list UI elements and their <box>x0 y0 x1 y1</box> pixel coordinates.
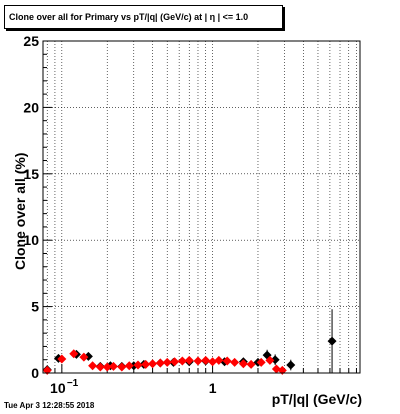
data-point <box>162 357 172 367</box>
data-point <box>246 359 256 369</box>
data-point <box>124 361 134 371</box>
chart-title-box: Clone over all for Primary vs pT/|q| (Ge… <box>4 5 283 29</box>
data-point <box>141 359 151 369</box>
data-point <box>286 360 296 370</box>
data-point <box>117 362 127 372</box>
data-point <box>57 354 67 364</box>
data-point <box>271 364 281 374</box>
data-point <box>170 357 180 367</box>
data-point <box>265 355 275 365</box>
x-tick-label: 1 <box>209 380 217 396</box>
y-tick-label: 0 <box>31 365 39 381</box>
data-point <box>102 362 112 372</box>
y-tick-label: 15 <box>23 166 39 182</box>
data-point <box>79 352 89 362</box>
data-point <box>133 360 143 370</box>
data-point <box>184 355 194 365</box>
datestamp: Tue Apr 3 12:28:55 2018 <box>4 401 95 410</box>
data-point <box>108 361 118 371</box>
data-point <box>95 362 105 372</box>
data-point <box>148 359 158 369</box>
data-point <box>201 355 211 365</box>
x-tick-exponent: −1 <box>67 378 79 389</box>
y-tick-label: 20 <box>23 99 39 115</box>
data-point <box>214 355 224 365</box>
y-axis-label: Clone over all (%) <box>12 152 28 270</box>
data-point <box>155 358 165 368</box>
data-point <box>256 357 266 367</box>
data-point <box>270 355 280 365</box>
data-series-1 <box>42 349 287 375</box>
plot-frame <box>42 40 361 374</box>
data-point <box>69 349 79 359</box>
data-point <box>193 356 203 366</box>
data-point <box>222 356 232 366</box>
grid-lines <box>43 41 360 373</box>
x-tick-labels: 10 −1 1 <box>50 378 217 396</box>
y-tick-label: 10 <box>23 232 39 248</box>
data-point <box>208 357 218 367</box>
data-point <box>238 359 248 369</box>
y-tick-label: 25 <box>23 33 39 49</box>
chart-title: Clone over all for Primary vs pT/|q| (Ge… <box>9 12 249 22</box>
data-point <box>327 336 337 346</box>
y-tick-labels: 0 5 10 15 20 25 <box>23 33 39 381</box>
data-point <box>230 357 240 367</box>
x-tick-label: 10 <box>50 380 66 396</box>
y-tick-label: 5 <box>31 299 39 315</box>
x-axis-label: pT/|q| (GeV/c) <box>271 391 362 407</box>
data-point <box>177 356 187 366</box>
data-series <box>42 309 337 375</box>
data-point <box>88 361 98 371</box>
